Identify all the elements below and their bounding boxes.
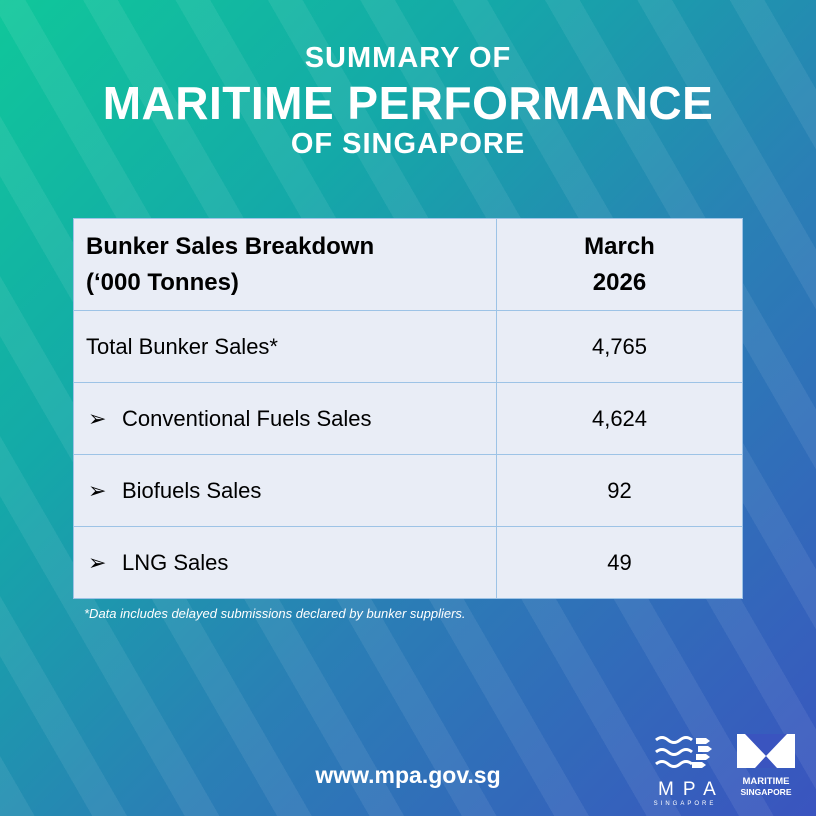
maritime-singapore-logo: MARITIME SINGAPORE: [734, 734, 798, 797]
table-row: ➢ Conventional Fuels Sales 4,624: [73, 382, 743, 455]
row-value: 4,624: [496, 382, 743, 455]
header-year: 2026: [592, 268, 647, 296]
title-line3: OF SINGAPORE: [290, 128, 526, 160]
header-label: Bunker Sales Breakdown: [86, 232, 375, 260]
arrow-bullet-icon: ➢: [88, 477, 107, 503]
table-row: ➢ LNG Sales 49: [73, 526, 743, 599]
table-row: Total Bunker Sales* 4,765: [73, 310, 743, 383]
bunker-sales-table: Bunker Sales Breakdown (‘000 Tonnes) Marc…: [73, 218, 743, 599]
mpa-logo-text: MPA: [658, 779, 725, 800]
arrow-bullet-icon: ➢: [88, 405, 107, 431]
table-row: ➢ Biofuels Sales 92: [73, 454, 743, 527]
title-line2: MARITIME PERFORMANCE: [102, 77, 714, 129]
row-label: Biofuels Sales: [122, 477, 262, 503]
row-label-cell: ➢ Conventional Fuels Sales: [73, 382, 497, 455]
mpa-logo: MPA SINGAPORE: [650, 732, 720, 807]
maritime-logo-line2: SINGAPORE: [740, 787, 792, 797]
row-label-cell: ➢ LNG Sales: [73, 526, 497, 599]
maritime-logo-line1: MARITIME: [742, 776, 790, 787]
row-value: 4,765: [496, 310, 743, 383]
footnote: *Data includes delayed submissions decla…: [84, 606, 466, 621]
title-line1: SUMMARY OF: [304, 42, 512, 74]
row-label: Total Bunker Sales*: [73, 310, 497, 383]
header-unit: (‘000 Tonnes): [86, 268, 239, 296]
row-value: 49: [496, 526, 743, 599]
website-url: www.mpa.gov.sg: [315, 762, 501, 788]
maritime-m-icon: [737, 734, 795, 768]
row-label: Conventional Fuels Sales: [122, 405, 372, 431]
mpa-logo-subtext: SINGAPORE: [653, 801, 717, 807]
waves-fish-icon: [655, 736, 712, 768]
table-header-row: Bunker Sales Breakdown (‘000 Tonnes) Marc…: [73, 218, 743, 311]
header-label-cell: Bunker Sales Breakdown (‘000 Tonnes): [73, 218, 497, 311]
row-label: LNG Sales: [122, 549, 229, 575]
row-value: 92: [496, 454, 743, 527]
arrow-bullet-icon: ➢: [88, 549, 107, 575]
header-period-cell: March 2026: [496, 218, 743, 311]
header-month: March: [584, 232, 655, 260]
row-label-cell: ➢ Biofuels Sales: [73, 454, 497, 527]
